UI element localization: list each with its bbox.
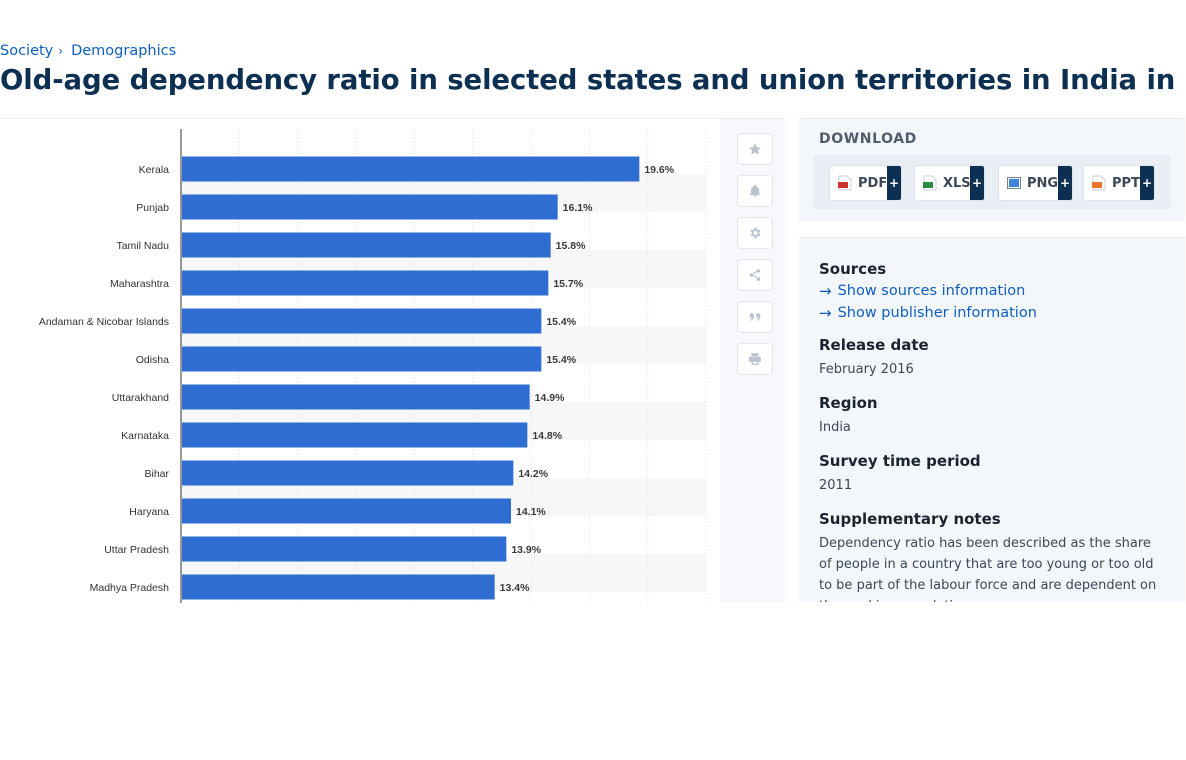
- breadcrumb: Society › Demographics: [0, 43, 176, 59]
- category-label-6: Uttarakhand: [112, 392, 169, 404]
- bar-0: [182, 156, 640, 182]
- value-label-7: 14.8%: [532, 430, 562, 442]
- bar-3: [182, 270, 549, 296]
- download-png-label: PNG: [1027, 175, 1059, 191]
- ppt-file-icon: [1092, 175, 1106, 191]
- citation-quote-icon: [749, 313, 761, 321]
- breadcrumb-society-link[interactable]: Society: [0, 43, 54, 59]
- page-title: Old-age dependency ratio in selected sta…: [0, 64, 1186, 96]
- download-buttons-row: PDF + XLS + PNG + PPT +: [813, 155, 1171, 209]
- survey-period-heading: Survey time period: [819, 452, 981, 470]
- share-icon: [749, 269, 761, 281]
- show-sources-label: Show sources information: [837, 283, 1026, 299]
- breadcrumb-separator-icon: ›: [58, 44, 64, 58]
- category-label-9: Haryana: [129, 506, 169, 518]
- favorite-button[interactable]: [737, 133, 773, 165]
- download-pdf-label: PDF: [858, 175, 888, 191]
- print-button[interactable]: [737, 343, 773, 375]
- value-label-9: 14.1%: [516, 506, 546, 518]
- value-label-1: 16.1%: [563, 202, 593, 214]
- chart-area: Kerala 19.6% Punjab 16.1% Tamil Nadu 15.8% Mah…: [0, 119, 720, 603]
- download-pdf-plus[interactable]: +: [887, 166, 901, 200]
- bar-2: [182, 232, 551, 258]
- release-date-value: February 2016: [819, 362, 914, 377]
- chart-toolbar: [737, 133, 773, 385]
- survey-period-value: 2011: [819, 478, 853, 493]
- download-heading: DOWNLOAD: [819, 131, 917, 147]
- value-label-8: 14.2%: [518, 468, 548, 480]
- region-value: India: [819, 420, 851, 435]
- category-label-1: Punjab: [136, 202, 169, 214]
- category-label-8: Bihar: [144, 468, 169, 480]
- show-publisher-label: Show publisher information: [837, 305, 1037, 321]
- png-file-icon: [1007, 177, 1021, 189]
- bar-9: [182, 498, 511, 524]
- value-label-0: 19.6%: [644, 164, 674, 176]
- statistic-info-panel: Sources → Show sources information → Sho…: [799, 237, 1185, 602]
- category-label-7: Karnataka: [121, 430, 169, 442]
- bar-10: [182, 536, 507, 562]
- bar-11: [182, 574, 495, 600]
- supplementary-notes-heading: Supplementary notes: [819, 510, 1001, 528]
- citation-button[interactable]: [737, 301, 773, 333]
- print-icon: [749, 353, 761, 365]
- notification-button[interactable]: [737, 175, 773, 207]
- arrow-right-icon: →: [819, 282, 832, 300]
- category-label-3: Maharashtra: [110, 278, 169, 290]
- release-date-heading: Release date: [819, 336, 929, 354]
- value-label-11: 13.4%: [500, 582, 530, 594]
- download-png-button[interactable]: PNG +: [998, 165, 1073, 201]
- bar-chart: Kerala 19.6% Punjab 16.1% Tamil Nadu 15.8% Mah…: [39, 129, 707, 603]
- download-ppt-plus[interactable]: +: [1140, 166, 1154, 200]
- category-label-4: Andaman & Nicobar Islands: [39, 316, 169, 328]
- chart-card: Kerala 19.6% Punjab 16.1% Tamil Nadu 15.8% Mah…: [0, 118, 785, 603]
- breadcrumb-demographics-link[interactable]: Demographics: [71, 43, 177, 59]
- favorite-icon: [748, 143, 762, 155]
- download-ppt-button[interactable]: PPT +: [1083, 165, 1155, 201]
- bar-4: [182, 308, 542, 334]
- category-label-0: Kerala: [139, 164, 170, 176]
- xls-file-icon: [923, 175, 937, 191]
- bar-1: [182, 194, 558, 220]
- download-ppt-label: PPT: [1112, 175, 1140, 191]
- value-label-6: 14.9%: [535, 392, 565, 404]
- settings-gear-icon: [750, 227, 761, 239]
- category-label-11: Madhya Pradesh: [90, 582, 170, 594]
- download-pdf-button[interactable]: PDF +: [829, 165, 902, 201]
- region-heading: Region: [819, 394, 878, 412]
- value-label-5: 15.4%: [546, 354, 576, 366]
- sources-heading: Sources: [819, 260, 887, 278]
- supplementary-notes-value: Dependency ratio has been described as t…: [819, 536, 1157, 602]
- category-label-5: Odisha: [136, 354, 169, 366]
- download-xls-plus[interactable]: +: [970, 166, 984, 200]
- download-png-plus[interactable]: +: [1058, 166, 1072, 200]
- category-label-2: Tamil Nadu: [116, 240, 169, 252]
- bar-8: [182, 460, 514, 486]
- download-xls-button[interactable]: XLS +: [914, 165, 985, 201]
- show-sources-link[interactable]: → Show sources information: [819, 282, 1159, 300]
- bar-6: [182, 384, 530, 410]
- value-label-4: 15.4%: [546, 316, 576, 328]
- pdf-file-icon: [838, 175, 852, 191]
- bar-7: [182, 422, 528, 448]
- show-publisher-link[interactable]: → Show publisher information: [819, 304, 1159, 322]
- notification-bell-icon: [749, 184, 761, 197]
- info-content: Sources → Show sources information → Sho…: [819, 260, 1159, 602]
- category-label-10: Uttar Pradesh: [104, 544, 169, 556]
- value-label-2: 15.8%: [556, 240, 586, 252]
- value-label-10: 13.9%: [511, 544, 541, 556]
- download-panel: DOWNLOAD PDF + XLS + PNG + PPT +: [799, 118, 1185, 222]
- value-label-3: 15.7%: [553, 278, 583, 290]
- share-button[interactable]: [737, 259, 773, 291]
- settings-button[interactable]: [737, 217, 773, 249]
- bar-5: [182, 346, 542, 372]
- arrow-right-icon: →: [819, 304, 832, 322]
- download-xls-label: XLS: [943, 175, 971, 191]
